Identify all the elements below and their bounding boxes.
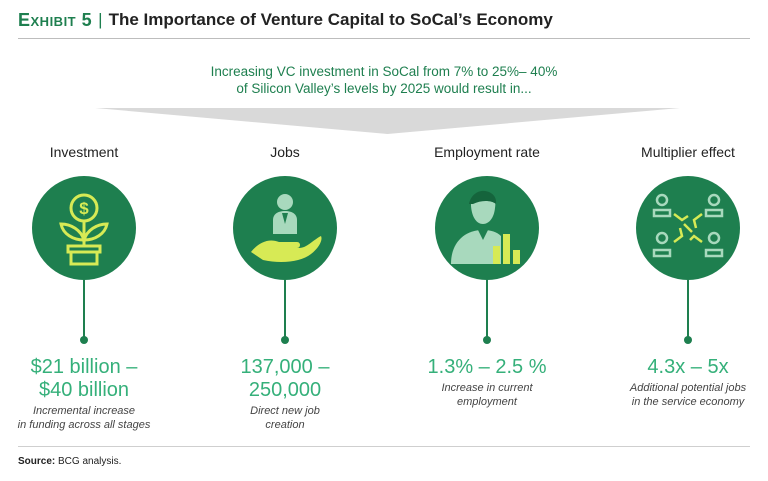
metric-description-line-2: creation	[265, 419, 305, 431]
connector-line	[83, 280, 85, 338]
metric-value-line-2: 250,000	[248, 379, 322, 401]
person-bar-chart-icon	[451, 190, 520, 264]
metric-value: 1.3% – 2.5 %	[397, 356, 577, 379]
metric-value-line-1: 1.3% – 2.5 %	[427, 356, 547, 378]
connector-line	[486, 280, 488, 338]
connector-dot	[281, 336, 289, 344]
metric-description-line-1: Direct new job	[250, 405, 320, 417]
footer-divider	[18, 446, 750, 447]
icon-circle	[636, 176, 740, 280]
title-divider	[18, 38, 750, 39]
metric-description-line-1: Additional potential jobs	[629, 382, 747, 394]
network-people-icon	[652, 193, 724, 258]
connector-line	[687, 280, 689, 338]
column-heading: Employment rate	[434, 144, 540, 160]
exhibit-title: Exhibit 5 | The Importance of Venture Ca…	[18, 8, 553, 32]
money-plant-icon: $	[59, 193, 109, 266]
connector-dot	[684, 336, 692, 344]
connector-dot	[80, 336, 88, 344]
connector-line	[284, 280, 286, 338]
metric-description-line-1: Increase in current	[441, 382, 533, 394]
exhibit-label: Exhibit 5	[18, 9, 93, 30]
metric-description-line-2: in funding across all stages	[17, 419, 151, 431]
metric-value: $21 billion – $40 billion	[0, 356, 174, 402]
page-title: The Importance of Venture Capital to SoC…	[108, 10, 553, 29]
connector-dot	[483, 336, 491, 344]
metric-description: Increase in current employment	[397, 381, 577, 409]
metric-description-line-2: employment	[457, 396, 517, 408]
metric-description-line-1: Incremental increase	[32, 405, 136, 417]
source-label: Source:	[18, 456, 56, 467]
icon-circle	[233, 176, 337, 280]
metric-value: 137,000 – 250,000	[195, 356, 375, 402]
metric-description: Incremental increase in funding across a…	[0, 404, 174, 432]
icon-circle	[435, 176, 539, 280]
metric-value-line-1: 137,000 –	[240, 356, 330, 378]
column-heading: Jobs	[270, 144, 300, 160]
icon-circle: $	[32, 176, 136, 280]
title-separator: |	[98, 10, 103, 29]
column-employment-rate: Employment rate 1.3% – 2.5 % Increase in…	[397, 142, 577, 409]
column-heading: Multiplier effect	[641, 144, 735, 160]
column-jobs: Jobs 137,000 – 250,000 Direct new job cr…	[195, 142, 375, 432]
source-note: Source: BCG analysis.	[18, 456, 121, 467]
intro-line-1: Increasing VC investment in SoCal from 7…	[210, 64, 558, 79]
source-text: BCG analysis.	[55, 456, 122, 467]
intro-line-2: of Silicon Valley’s levels by 2025 would…	[236, 81, 532, 96]
column-investment: Investment $ $21 billion – $40 billion I…	[0, 142, 174, 432]
column-multiplier-effect: Multiplier effect 4.3x – 5	[598, 142, 768, 409]
metric-description-line-2: in the service economy	[631, 396, 745, 408]
metric-value: 4.3x – 5x	[598, 356, 768, 379]
funnel-wedge	[95, 108, 680, 134]
intro-text: Increasing VC investment in SoCal from 7…	[160, 63, 608, 97]
metric-description: Direct new job creation	[195, 404, 375, 432]
svg-text:$: $	[79, 199, 89, 218]
hand-holding-person-icon	[251, 194, 322, 262]
metric-description: Additional potential jobs in the service…	[598, 381, 768, 409]
metric-value-line-1: $21 billion –	[30, 356, 138, 378]
metric-value-line-2: $40 billion	[38, 379, 130, 401]
metric-value-line-1: 4.3x – 5x	[647, 356, 729, 378]
column-heading: Investment	[49, 144, 119, 160]
